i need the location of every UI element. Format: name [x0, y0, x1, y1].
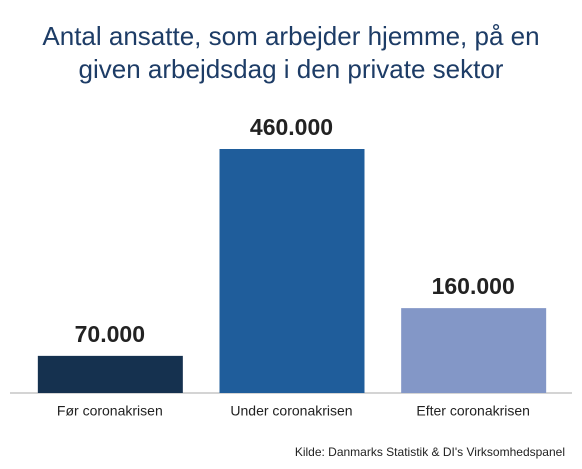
bar	[401, 308, 547, 393]
source-note: Kilde: Danmarks Statistik & DI's Virksom…	[295, 445, 565, 459]
bar	[37, 355, 183, 393]
chart-title: Antal ansatte, som arbejder hjemme, på e…	[42, 21, 540, 84]
x-tick-label: Før coronakrisen	[57, 403, 163, 419]
x-tick-label: Efter coronakrisen	[416, 403, 530, 419]
value-label: 460.000	[250, 114, 333, 140]
bar	[219, 149, 365, 393]
x-tick-label: Under coronakrisen	[230, 403, 352, 419]
value-label: 70.000	[75, 321, 145, 347]
value-label: 160.000	[432, 273, 515, 299]
